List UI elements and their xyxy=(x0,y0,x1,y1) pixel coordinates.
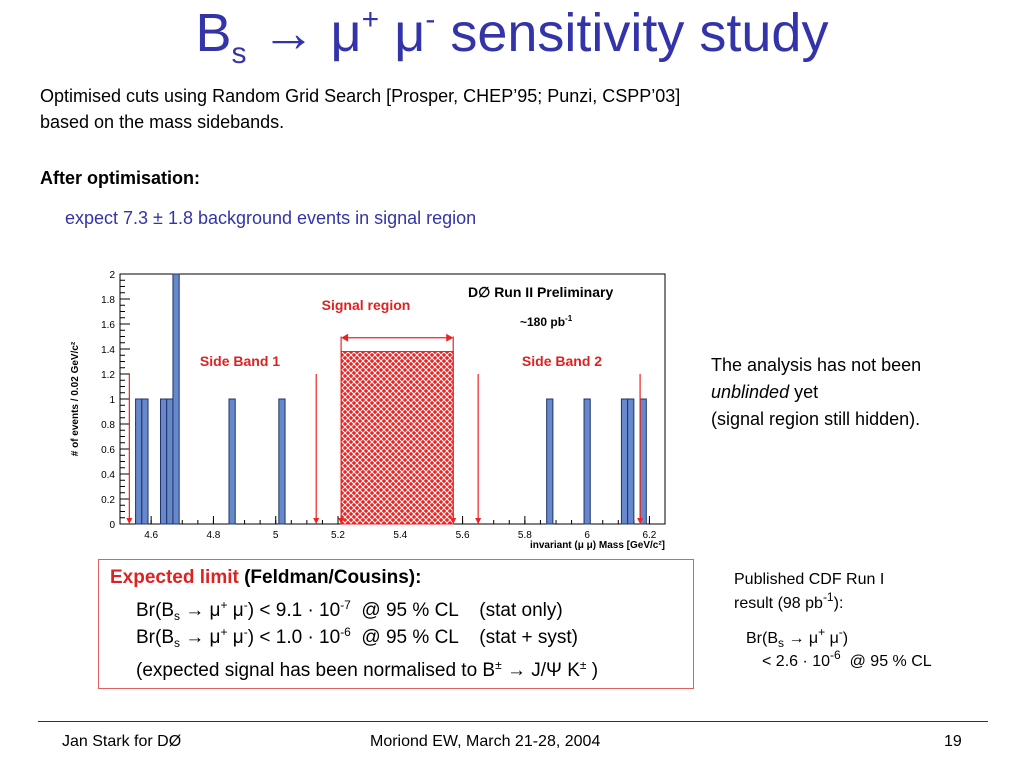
side-band-2-label: Side Band 2 xyxy=(522,353,602,369)
histogram-bar xyxy=(135,398,143,525)
sb1-left-edge-arrow xyxy=(126,518,133,524)
histogram-bar xyxy=(546,398,554,525)
y-tick-label: 1.2 xyxy=(101,370,115,381)
signal-region-box xyxy=(340,351,454,525)
y-tick-label: 1 xyxy=(109,395,115,406)
cdf-line-4: < 2.6 · 10-6 @ 95 % CL xyxy=(762,648,932,670)
signal-arrowhead-left xyxy=(341,333,349,342)
footer-conference: Moriond EW, March 21-28, 2004 xyxy=(370,733,601,750)
cdf-line-1: Published CDF Run I xyxy=(734,571,885,588)
footer-divider xyxy=(38,721,988,722)
expected-limit-heading: Expected limit (Feldman/Cousins): xyxy=(110,567,422,588)
histogram-bar xyxy=(166,398,174,525)
mass-histogram: 0 0.2 0.4 0.6 0.8 1 1.2 1.4 1.6 1.8 2 4.6 4.8 5 5.2 5.… xyxy=(70,270,666,551)
histogram-bar xyxy=(627,398,635,525)
normalisation-note: (expected signal has been normalised to … xyxy=(136,658,599,681)
y-tick-label: 1.4 xyxy=(101,345,115,356)
sb2-left-edge-arrow xyxy=(475,518,482,524)
x-tick-label: 6.2 xyxy=(642,530,656,541)
signal-arrowhead-right xyxy=(446,333,454,342)
unblinded-note-line-3: (signal region still hidden). xyxy=(711,409,921,429)
x-tick-label: 6 xyxy=(584,530,590,541)
lumi-label: ~180 pb-1 xyxy=(520,314,573,329)
signal-right-edge-arrow xyxy=(450,518,457,524)
signal-region-label: Signal region xyxy=(322,297,411,313)
y-tick-label: 2 xyxy=(109,270,115,281)
histogram-bar xyxy=(639,398,647,525)
cdf-line-3: Br(Bs → μ+ μ-) xyxy=(746,625,849,650)
histogram-bar xyxy=(583,398,591,525)
histogram-bar xyxy=(159,398,168,525)
x-tick-label: 5.2 xyxy=(331,530,345,541)
y-tick-label: 1.8 xyxy=(101,295,115,306)
histogram-bar xyxy=(620,398,629,525)
expect-text: expect 7.3 ± 1.8 background events in si… xyxy=(65,208,477,228)
expected-limit-box xyxy=(98,559,694,689)
side-band-1-label: Side Band 1 xyxy=(200,353,280,369)
y-tick-labels: 0 0.2 0.4 0.6 0.8 1 1.2 1.4 1.6 1.8 2 xyxy=(101,270,115,531)
histogram-bar xyxy=(141,398,149,525)
intro-line-1: Optimised cuts using Random Grid Search … xyxy=(40,86,681,106)
limit-row-stat-syst: Br(Bs → μ+ μ-) < 1.0 · 10-6 @ 95 % CL (s… xyxy=(136,625,578,650)
y-tick-label: 1.6 xyxy=(101,320,115,331)
experiment-label: D∅ Run II Preliminary xyxy=(468,284,613,300)
footer-author: Jan Stark for DØ xyxy=(62,733,182,750)
y-axis-label: # of events / 0.02 GeV/c² xyxy=(70,341,81,456)
x-tick-label: 4.8 xyxy=(206,530,220,541)
y-tick-label: 0.6 xyxy=(101,445,115,456)
unblinded-note-line-2: unblinded yet xyxy=(711,382,819,402)
x-tick-label: 4.6 xyxy=(144,530,158,541)
x-tick-label: 5 xyxy=(273,530,279,541)
slide-title: Bs → μ+ μ- sensitivity study xyxy=(195,3,829,70)
histogram-bar xyxy=(278,398,286,525)
y-tick-label: 0.8 xyxy=(101,420,115,431)
x-tick-label: 5.8 xyxy=(518,530,532,541)
sb2-right-edge-arrow xyxy=(637,518,644,524)
histogram-bar xyxy=(172,273,180,525)
x-tick-labels: 4.6 4.8 5 5.2 5.4 5.6 5.8 6 6.2 xyxy=(144,530,657,541)
y-tick-label: 0 xyxy=(109,520,115,531)
y-tick-label: 0.4 xyxy=(101,470,115,481)
x-axis-label: invariant (μ μ) Mass [GeV/c²] xyxy=(530,540,665,551)
cdf-line-2: result (98 pb-1): xyxy=(734,590,844,612)
y-tick-label: 0.2 xyxy=(101,495,115,506)
histogram-bar xyxy=(228,398,236,525)
unblinded-note-line-1: The analysis has not been xyxy=(711,355,922,375)
sb1-right-edge-arrow xyxy=(313,518,320,524)
x-tick-label: 5.4 xyxy=(393,530,407,541)
x-tick-label: 5.6 xyxy=(456,530,470,541)
footer-page-number: 19 xyxy=(944,733,962,750)
after-heading: After optimisation: xyxy=(40,168,200,188)
region-lines xyxy=(126,333,644,524)
intro-line-2: based on the mass sidebands. xyxy=(40,112,285,132)
signal-left-edge-arrow xyxy=(338,518,345,524)
limit-row-stat-only: Br(Bs → μ+ μ-) < 9.1 · 10-7 @ 95 % CL (s… xyxy=(136,598,563,623)
